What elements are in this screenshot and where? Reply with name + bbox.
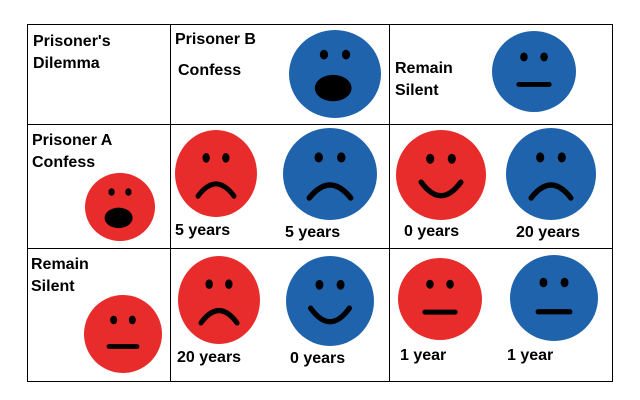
corner-title: Prisoner's Dilemma — [33, 31, 111, 75]
corner-title-line1: Prisoner's — [33, 33, 111, 50]
red-flat-face — [398, 258, 482, 340]
face-icon — [85, 173, 155, 241]
face-icon — [286, 256, 374, 346]
face-icon — [178, 256, 260, 344]
red-frown-face — [175, 130, 257, 217]
prisoner-b-silent-label: Remain Silent — [395, 58, 453, 102]
table-border — [27, 24, 613, 382]
ss-a-sentence: 1 year — [400, 347, 447, 364]
cc-a-sentence: 5 years — [175, 222, 231, 239]
prisoner-a-title-text: Prisoner A — [32, 132, 113, 149]
ss-b-sentence: 1 year — [507, 347, 554, 364]
face-icon — [175, 130, 257, 217]
cs-b-sentence: 20 years — [516, 224, 581, 241]
face-icon — [289, 30, 381, 118]
corner-title-line2: Dilemma — [33, 55, 100, 72]
face-icon — [506, 128, 596, 220]
prisoner-a-confess-label: Confess — [32, 154, 96, 171]
prisoner-b-silent-line1: Remain — [395, 60, 453, 77]
face-icon — [492, 31, 576, 112]
red-smile-face — [396, 130, 486, 220]
face-icon — [398, 258, 482, 340]
prisoner-b-silent-line2: Silent — [395, 82, 439, 99]
blue-shock-face — [289, 30, 381, 118]
sc-b-sentence: 0 years — [290, 350, 346, 367]
red-frown-face — [178, 256, 260, 344]
sc-a-sentence: 20 years — [177, 349, 242, 366]
red-shock-face — [85, 173, 155, 241]
face-icon — [283, 128, 377, 220]
prisoner-a-silent-line2: Silent — [31, 278, 75, 295]
cc-b-sentence: 5 years — [285, 224, 341, 241]
cs-a-sentence: 0 years — [404, 223, 460, 240]
blue-flat-face — [510, 255, 598, 341]
blue-flat-face — [492, 31, 576, 112]
face-icon — [510, 255, 598, 341]
prisoner-a-silent-label: Remain Silent — [31, 254, 89, 298]
prisoner-b-title: Prisoner B — [175, 31, 256, 48]
red-flat-face — [84, 295, 162, 373]
blue-frown-face — [283, 128, 377, 220]
face-icon — [84, 295, 162, 373]
prisoner-a-title: Prisoner A Confess — [32, 130, 112, 174]
blue-smile-face — [286, 256, 374, 346]
face-icon — [396, 130, 486, 220]
prisoner-b-confess-label: Confess — [178, 62, 242, 79]
blue-frown-face — [506, 128, 596, 220]
prisoner-a-silent-line1: Remain — [31, 256, 89, 273]
